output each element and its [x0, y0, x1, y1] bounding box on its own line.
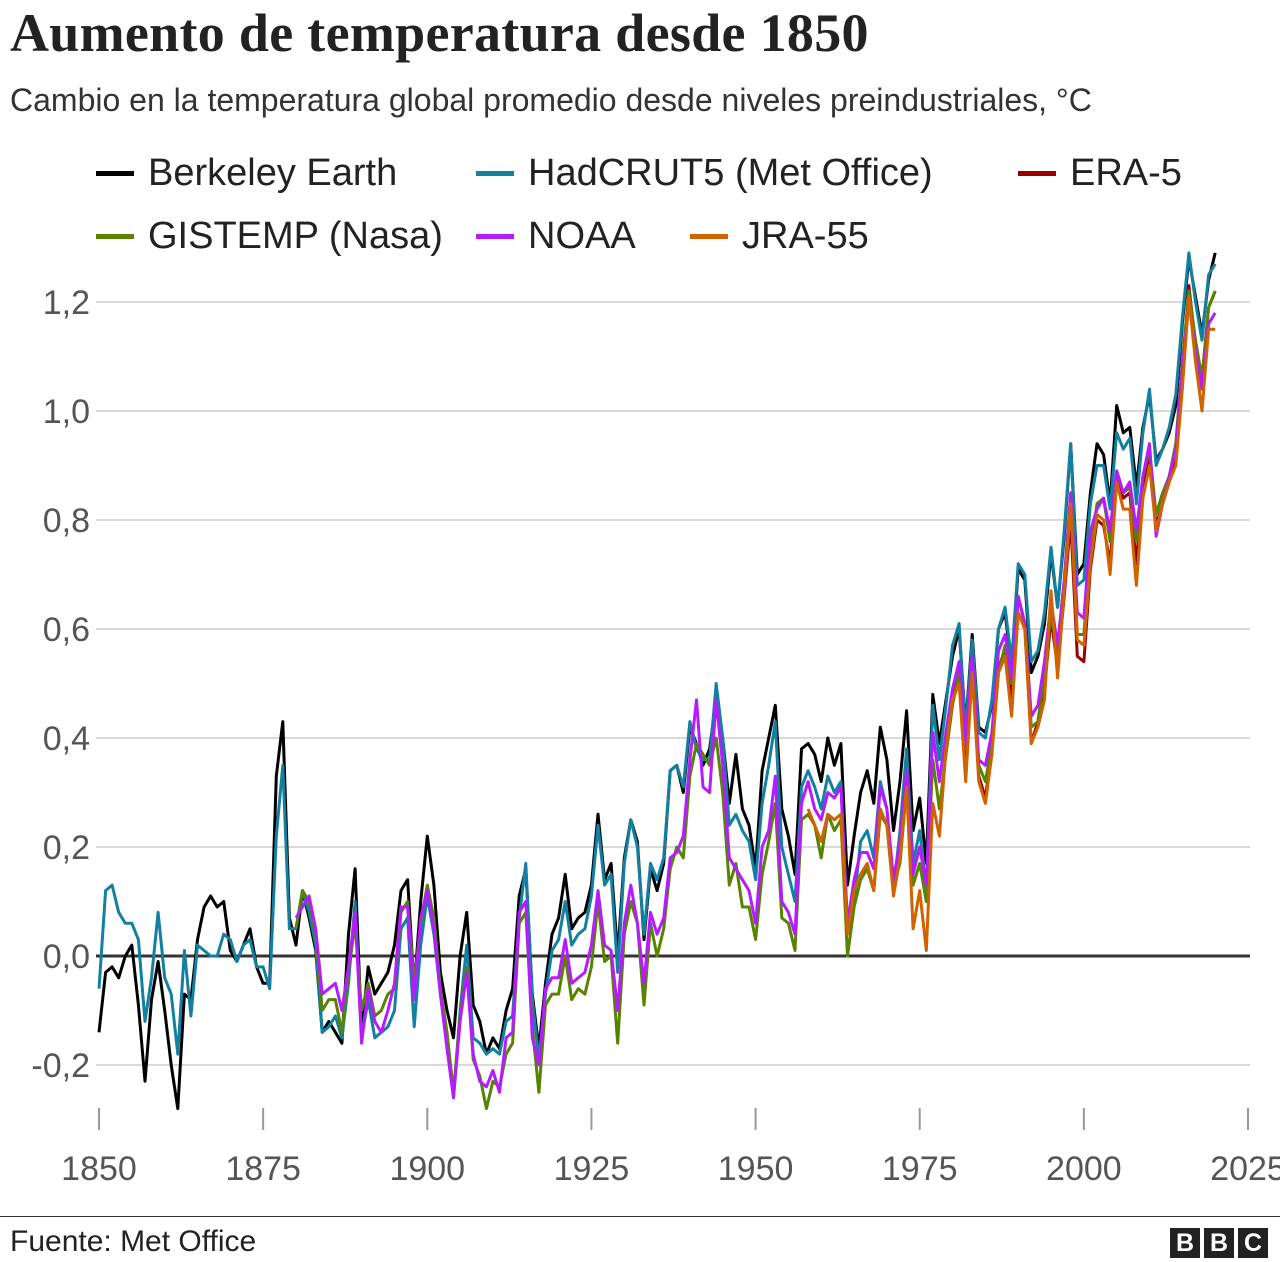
y-tick-label: -0,2 — [31, 1047, 90, 1085]
legend-item-hadcrut5: HadCRUT5 (Met Office) — [476, 152, 933, 195]
legend-item-gistemp: GISTEMP (Nasa) — [96, 215, 443, 258]
legend-label: NOAA — [528, 215, 636, 257]
footer-divider — [0, 1216, 1280, 1217]
source-note: Fuente: Met Office — [10, 1225, 257, 1258]
chart-subtitle: Cambio en la temperatura global promedio… — [10, 82, 1092, 118]
x-axis: 1850 1875 1900 1925 1950 1975 2000 2025 — [61, 1108, 1280, 1188]
bbc-logo-letter: C — [1238, 1228, 1268, 1258]
x-tick-label: 2025 — [1210, 1150, 1280, 1188]
chart-title: Aumento de temperatura desde 1850 — [10, 3, 869, 63]
x-tick-label: 1850 — [61, 1150, 137, 1188]
y-axis-labels: -0,2 0,0 0,2 0,4 0,6 0,8 1,0 1,2 — [31, 284, 90, 1085]
x-tick-label: 1900 — [389, 1150, 465, 1188]
series-line-gistemp-nasa — [294, 289, 1217, 1111]
x-tick-label: 1975 — [882, 1150, 958, 1188]
legend-label: GISTEMP (Nasa) — [148, 215, 443, 257]
y-tick-label: 1,0 — [43, 393, 90, 431]
legend-label: ERA-5 — [1070, 152, 1182, 194]
legend-label: JRA-55 — [742, 215, 869, 257]
y-tick-label: 0,2 — [43, 829, 90, 867]
bbc-logo: B B C — [1170, 1228, 1268, 1258]
bbc-logo-letter: B — [1204, 1228, 1234, 1258]
x-tick-label: 1950 — [718, 1150, 794, 1188]
legend-item-jra55: JRA-55 — [690, 215, 869, 258]
series-line-era-5 — [944, 284, 1217, 800]
legend-swatch — [96, 171, 134, 176]
y-tick-label: 0,4 — [43, 720, 90, 758]
series-line-hadcrut5-met-office — [97, 251, 1217, 1100]
x-tick-label: 1925 — [554, 1150, 630, 1188]
y-tick-label: 0,6 — [43, 611, 90, 649]
series-line-noaa — [294, 300, 1217, 1100]
bbc-logo-letter: B — [1170, 1228, 1200, 1258]
legend-swatch — [476, 171, 514, 176]
legend-swatch — [476, 234, 514, 239]
legend-label: HadCRUT5 (Met Office) — [528, 152, 933, 194]
legend-swatch — [690, 234, 728, 239]
x-tick-label: 2000 — [1046, 1150, 1122, 1188]
x-tick-label: 1875 — [225, 1150, 301, 1188]
series-line-jra-55 — [806, 295, 1216, 952]
legend-swatch — [1018, 171, 1056, 176]
y-tick-label: 0,8 — [43, 502, 90, 540]
legend-item-berkeley-earth: Berkeley Earth — [96, 152, 397, 195]
series-lines — [97, 251, 1217, 1111]
legend-item-era5: ERA-5 — [1018, 152, 1182, 195]
y-tick-label: 1,2 — [43, 284, 90, 322]
legend-item-noaa: NOAA — [476, 215, 636, 258]
y-tick-label: 0,0 — [43, 938, 90, 976]
legend-swatch — [96, 234, 134, 239]
legend-label: Berkeley Earth — [148, 152, 398, 194]
gridlines — [96, 301, 1250, 1066]
